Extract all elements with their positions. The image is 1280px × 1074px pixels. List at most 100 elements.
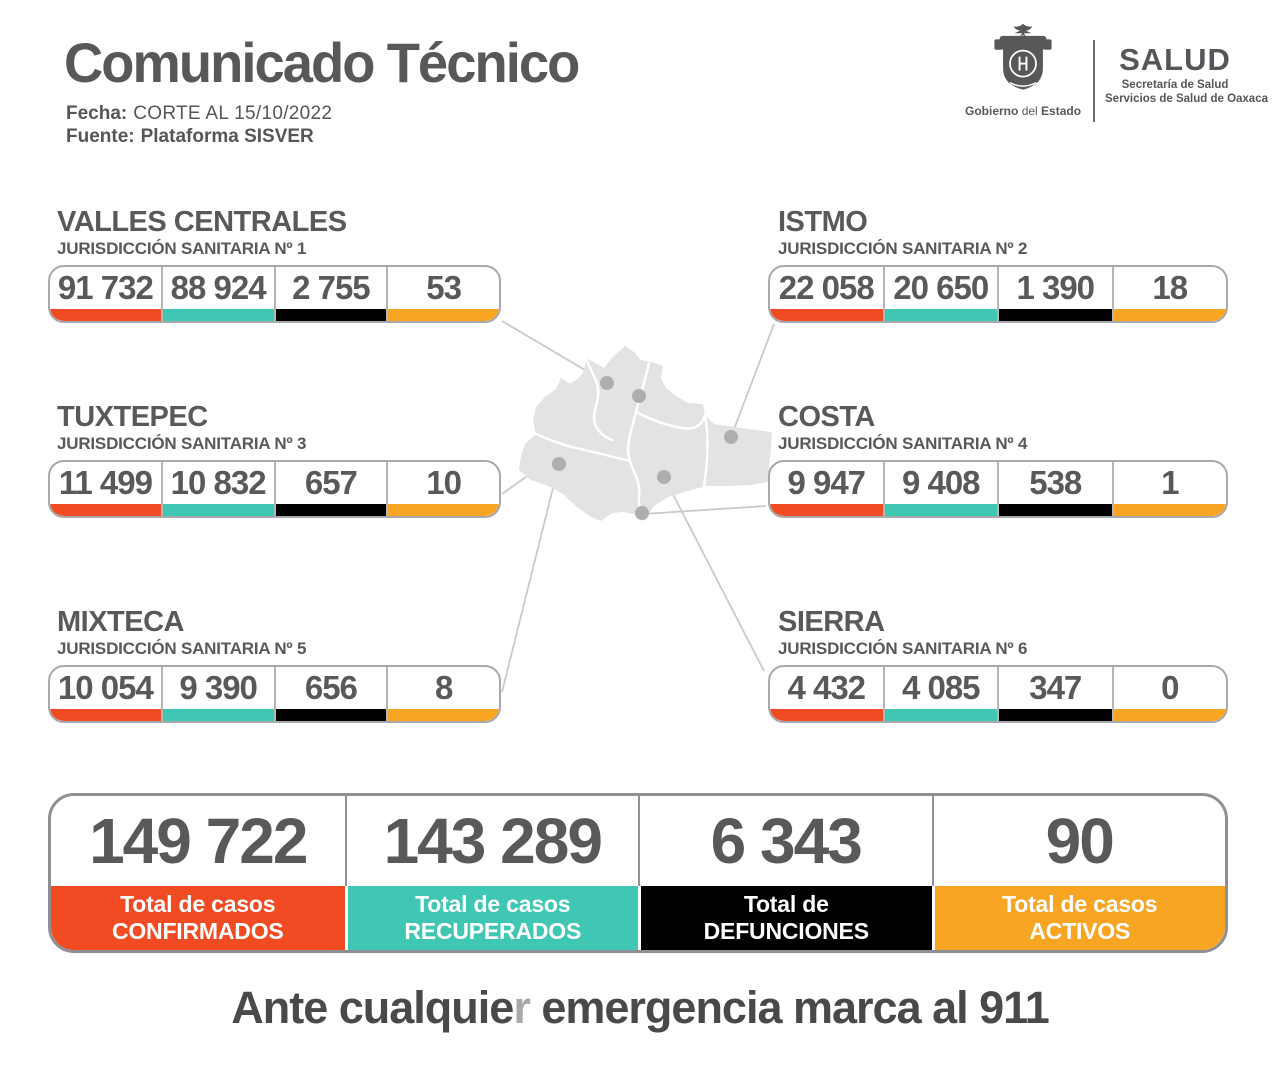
- total-deaths-value: 6 343: [638, 796, 932, 886]
- deaths-value: 538: [1029, 464, 1082, 501]
- confirmed-color-bar: [50, 309, 161, 321]
- active-cell: 1: [1111, 462, 1226, 516]
- confirmed-cell: 9 947: [770, 462, 883, 516]
- deaths-color-bar: [275, 709, 387, 721]
- confirmed-color-bar: [50, 504, 161, 516]
- active-cell: 53: [386, 267, 499, 321]
- label-line: Total de: [743, 891, 829, 917]
- region-jurisdiction: JURISDICCIÓN SANITARIA Nº 6: [778, 639, 1028, 658]
- agency-subline-1: Secretaría de Salud: [1121, 79, 1229, 91]
- total-confirmed-value: 149 722: [89, 805, 308, 877]
- active-color-bar: [1113, 309, 1226, 321]
- total-active-column: 90 Total de casos ACTIVOS: [931, 796, 1226, 950]
- recovered-color-bar: [162, 309, 274, 321]
- confirmed-color-bar: [770, 709, 883, 721]
- label-line: Total de casos: [415, 891, 571, 917]
- region-stat-card: 11 499 10 832 657 10: [48, 460, 501, 518]
- label-line: DEFUNCIONES: [703, 918, 869, 944]
- deaths-value: 657: [304, 464, 358, 501]
- oaxaca-coat-of-arms-icon: [983, 22, 1063, 100]
- confirmed-cell: 10 054: [50, 667, 161, 721]
- total-deaths-label: Total de DEFUNCIONES: [638, 886, 932, 950]
- caption-word: del: [1021, 104, 1038, 118]
- confirmed-color-bar: [50, 709, 161, 721]
- region-jurisdiction: JURISDICCIÓN SANITARIA Nº 5: [57, 639, 307, 658]
- deaths-cell: 347: [997, 667, 1112, 721]
- region-costa: COSTA JURISDICCIÓN SANITARIA Nº 4 9 947 …: [768, 401, 1228, 518]
- recovered-cell: 9 408: [882, 462, 997, 516]
- active-cell: 10: [386, 462, 499, 516]
- date-value: CORTE AL 15/10/2022: [133, 103, 333, 124]
- region-jurisdiction: JURISDICCIÓN SANITARIA Nº 3: [57, 434, 307, 453]
- deaths-color-bar: [999, 309, 1112, 321]
- region-tuxtepec: TUXTEPEC JURISDICCIÓN SANITARIA Nº 3 11 …: [48, 401, 501, 518]
- region-stat-card: 10 054 9 390 656 8: [48, 665, 501, 723]
- total-recovered-label: Total de casos RECUPERADOS: [344, 886, 638, 950]
- deaths-color-bar: [275, 309, 387, 321]
- recovered-value: 20 650: [893, 269, 989, 306]
- region-jurisdiction: JURISDICCIÓN SANITARIA Nº 2: [778, 239, 1028, 258]
- page-title: Comunicado Técnico: [64, 31, 580, 94]
- active-cell: 8: [386, 667, 499, 721]
- deaths-color-bar: [275, 504, 387, 516]
- active-value: 10: [426, 464, 462, 501]
- active-cell: 0: [1111, 667, 1226, 721]
- active-value: 18: [1152, 269, 1188, 306]
- health-agency-wordmark: SALUD Secretaría de Salud Servicios de S…: [1105, 42, 1268, 106]
- deaths-cell: 1 390: [997, 267, 1112, 321]
- deaths-value: 656: [304, 669, 358, 706]
- confirmed-value: 4 432: [787, 669, 866, 706]
- active-value: 0: [1161, 669, 1179, 706]
- deaths-cell: 2 755: [273, 267, 387, 321]
- label-line: Total de casos: [120, 891, 276, 917]
- deaths-color-bar: [999, 504, 1112, 516]
- recovered-value: 4 085: [901, 669, 981, 706]
- confirmed-cell: 22 058: [770, 267, 883, 321]
- recovered-cell: 4 085: [882, 667, 997, 721]
- region-stat-card: 9 947 9 408 538 1: [768, 460, 1228, 518]
- source-label: Fuente:: [66, 126, 135, 147]
- confirmed-value: 22 058: [778, 269, 875, 306]
- deaths-cell: 657: [273, 462, 387, 516]
- recovered-color-bar: [884, 709, 997, 721]
- total-confirmed-column: 149 722 Total de casos CONFIRMADOS: [51, 796, 345, 950]
- source-value: Plataforma SISVER: [140, 126, 314, 147]
- total-deaths-column: 6 343 Total de DEFUNCIONES: [638, 796, 932, 950]
- deaths-cell: 656: [273, 667, 387, 721]
- confirmed-value: 9 947: [787, 464, 866, 501]
- government-caption: Gobierno del Estado: [965, 104, 1081, 118]
- caption-word: Gobierno: [965, 104, 1019, 118]
- confirmed-value: 10 054: [57, 669, 154, 706]
- region-name: TUXTEPEC: [57, 401, 208, 433]
- total-active-value: 90: [931, 796, 1226, 886]
- region-name: SIERRA: [778, 606, 885, 638]
- region-valles-centrales: VALLES CENTRALES JURISDICCIÓN SANITARIA …: [48, 207, 501, 323]
- region-mixteca: MIXTECA JURISDICCIÓN SANITARIA Nº 5 10 0…: [48, 606, 501, 723]
- region-name: MIXTECA: [57, 606, 185, 638]
- label-line: Total de casos: [1002, 891, 1158, 917]
- active-value: 8: [434, 669, 453, 706]
- active-color-bar: [388, 504, 499, 516]
- recovered-cell: 88 924: [160, 267, 274, 321]
- active-value: 53: [426, 269, 462, 306]
- confirmed-value: 11 499: [58, 464, 153, 501]
- active-value: 1: [1161, 464, 1179, 501]
- report-meta: Fecha: CORTE AL 15/10/2022 Fuente: Platafo…: [66, 102, 332, 148]
- active-color-bar: [388, 309, 499, 321]
- recovered-cell: 20 650: [882, 267, 997, 321]
- deaths-value: 2 755: [292, 269, 371, 306]
- caption-word: Estado: [1041, 104, 1082, 118]
- confirmed-color-bar: [770, 309, 883, 321]
- state-totals-card: 149 722 Total de casos CONFIRMADOS 143 2…: [48, 793, 1228, 953]
- state-silhouette: [519, 346, 772, 523]
- recovered-value: 9 390: [179, 669, 258, 706]
- total-active-label: Total de casos ACTIVOS: [931, 886, 1225, 950]
- region-jurisdiction: JURISDICCIÓN SANITARIA Nº 4: [778, 434, 1028, 453]
- recovered-cell: 10 832: [160, 462, 274, 516]
- date-label: Fecha:: [66, 103, 128, 124]
- confirmed-cell: 11 499: [50, 462, 161, 516]
- region-name: COSTA: [778, 401, 875, 433]
- active-color-bar: [388, 709, 499, 721]
- label-line: RECUPERADOS: [404, 918, 582, 944]
